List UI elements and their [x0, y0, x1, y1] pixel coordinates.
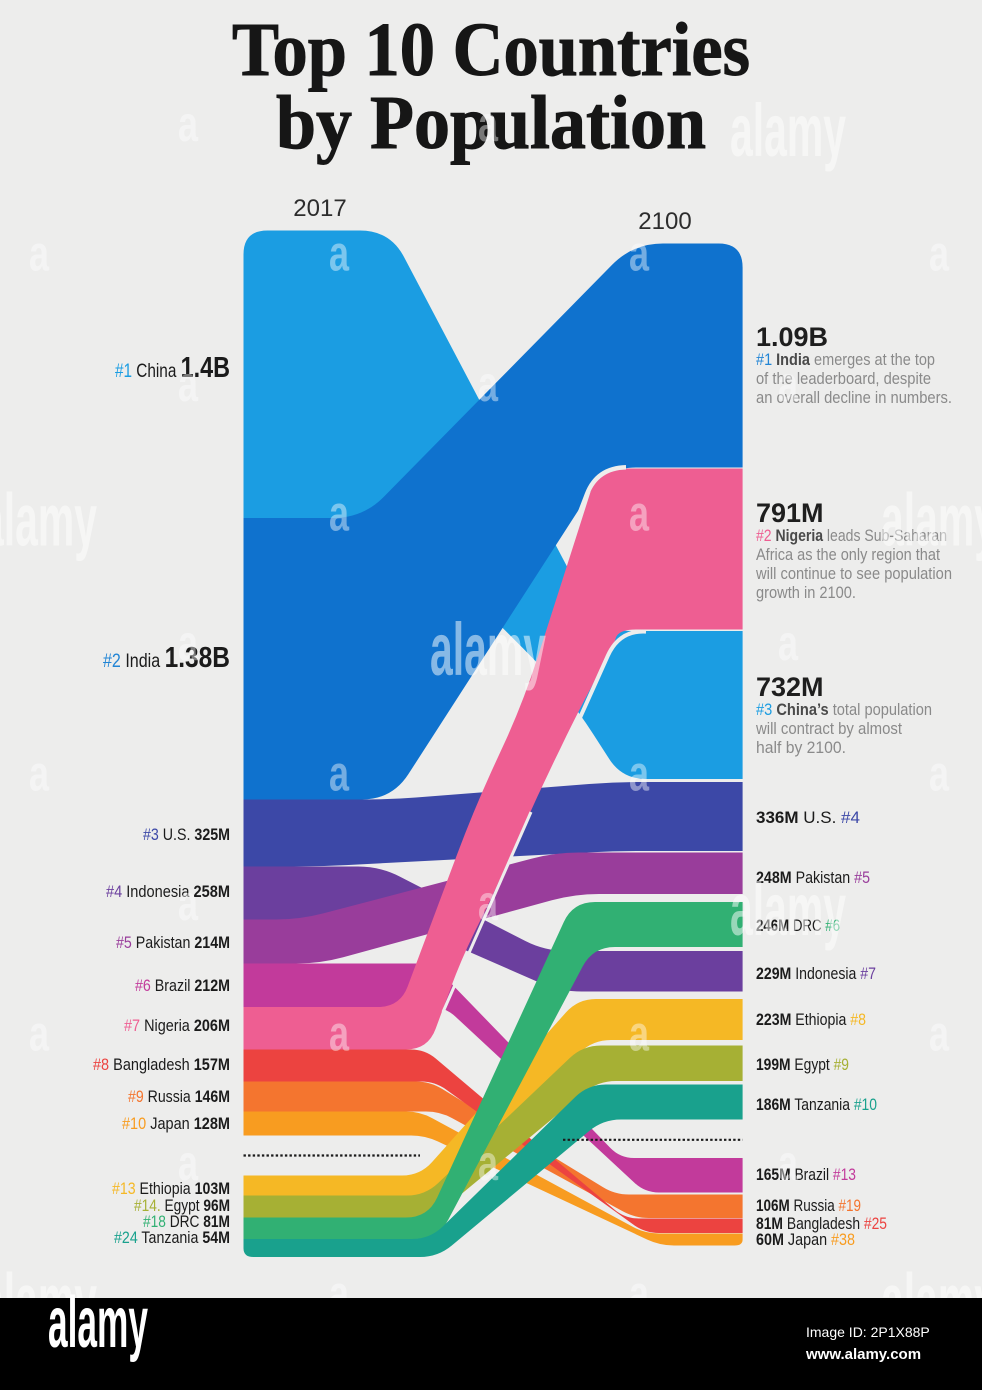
svg-text:2017: 2017 [293, 195, 346, 222]
svg-text:growth in 2100.: growth in 2100. [756, 584, 856, 602]
svg-text:a: a [478, 96, 499, 152]
svg-text:#24 Tanzania 54M: #24 Tanzania 54M [114, 1229, 230, 1247]
svg-text:a: a [478, 875, 499, 931]
svg-text:a: a [329, 746, 350, 802]
svg-text:#3 China’s total population: #3 China’s total population [756, 701, 932, 719]
svg-text:will contract by almost: will contract by almost [755, 720, 902, 738]
svg-text:a: a [478, 356, 499, 412]
svg-text:336M U.S. #4: 336M U.S. #4 [756, 809, 860, 827]
svg-text:2100: 2100 [638, 208, 691, 235]
svg-text:will continue to see populatio: will continue to see population [755, 565, 952, 583]
svg-text:#5 Pakistan 214M: #5 Pakistan 214M [116, 934, 230, 952]
svg-text:an overall decline in numbers.: an overall decline in numbers. [756, 389, 952, 407]
svg-text:a: a [929, 1006, 950, 1062]
svg-text:165M Brazil #13: 165M Brazil #13 [756, 1166, 856, 1184]
svg-text:a: a [329, 486, 350, 542]
svg-text:#3 U.S. 325M: #3 U.S. 325M [143, 826, 230, 844]
svg-text:alamy: alamy [430, 608, 546, 691]
svg-text:1.09B: 1.09B [756, 322, 828, 352]
svg-text:#1 India emerges at the top: #1 India emerges at the top [756, 351, 935, 369]
svg-text:60M Japan #38: 60M Japan #38 [756, 1231, 855, 1249]
svg-text:a: a [178, 356, 199, 412]
svg-text:Image ID: 2P1X88P: Image ID: 2P1X88P [806, 1324, 930, 1340]
svg-text:199M Egypt #9: 199M Egypt #9 [756, 1056, 849, 1074]
svg-text:a: a [778, 615, 799, 671]
svg-text:#14. Egypt 96M: #14. Egypt 96M [134, 1197, 230, 1215]
svg-text:a: a [178, 96, 199, 152]
svg-text:248M Pakistan #5: 248M Pakistan #5 [756, 869, 870, 887]
svg-text:half by 2100.: half by 2100. [756, 739, 846, 757]
svg-text:#7 Nigeria 206M: #7 Nigeria 206M [124, 1017, 230, 1035]
svg-text:#2 Nigeria leads Sub-Saharan: #2 Nigeria leads Sub-Saharan [756, 527, 947, 545]
svg-text:Top 10 Countries: Top 10 Countries [232, 8, 750, 92]
svg-text:246M DRC #6: 246M DRC #6 [756, 917, 840, 935]
svg-text:a: a [29, 746, 50, 802]
svg-text:a: a [178, 1135, 199, 1191]
svg-text:81M Bangladesh #25: 81M Bangladesh #25 [756, 1215, 887, 1233]
svg-text:of the leaderboard, despite: of the leaderboard, despite [756, 370, 931, 388]
svg-text:186M Tanzania #10: 186M Tanzania #10 [756, 1096, 877, 1114]
svg-text:alamy: alamy [730, 89, 846, 172]
svg-text:#4 Indonesia 258M: #4 Indonesia 258M [106, 883, 230, 901]
svg-text:#10 Japan 128M: #10 Japan 128M [122, 1115, 230, 1133]
svg-text:a: a [929, 226, 950, 282]
svg-text:alamy: alamy [730, 868, 846, 951]
svg-text:www.alamy.com: www.alamy.com [805, 1346, 921, 1363]
svg-text:a: a [778, 356, 799, 412]
svg-text:732M: 732M [756, 672, 824, 702]
svg-text:alamy: alamy [881, 479, 982, 562]
svg-text:a: a [329, 1006, 350, 1062]
svg-text:a: a [178, 615, 199, 671]
svg-text:a: a [478, 1135, 499, 1191]
svg-text:a: a [629, 1006, 650, 1062]
svg-text:#13 Ethiopia 103M: #13 Ethiopia 103M [112, 1180, 230, 1198]
svg-text:791M: 791M [756, 498, 824, 528]
svg-text:a: a [629, 746, 650, 802]
svg-text:#18 DRC 81M: #18 DRC 81M [143, 1213, 230, 1231]
svg-text:#8 Bangladesh 157M: #8 Bangladesh 157M [93, 1056, 230, 1074]
svg-text:a: a [329, 226, 350, 282]
svg-text:a: a [929, 746, 950, 802]
svg-text:a: a [178, 875, 199, 931]
svg-text:Africa as the only region that: Africa as the only region that [756, 546, 940, 564]
svg-text:alamy: alamy [0, 479, 97, 562]
svg-text:a: a [629, 486, 650, 542]
svg-text:223M Ethiopia #8: 223M Ethiopia #8 [756, 1011, 866, 1029]
svg-text:#6 Brazil 212M: #6 Brazil 212M [135, 977, 230, 995]
svg-text:229M Indonesia #7: 229M Indonesia #7 [756, 965, 876, 983]
svg-text:a: a [629, 226, 650, 282]
svg-text:a: a [29, 226, 50, 282]
svg-text:alamy: alamy [48, 1283, 148, 1363]
svg-text:by Population: by Population [276, 81, 706, 165]
svg-text:#9 Russia 146M: #9 Russia 146M [128, 1088, 230, 1106]
svg-text:a: a [778, 1135, 799, 1191]
svg-text:106M Russia #19: 106M Russia #19 [756, 1197, 861, 1215]
svg-text:a: a [29, 1006, 50, 1062]
